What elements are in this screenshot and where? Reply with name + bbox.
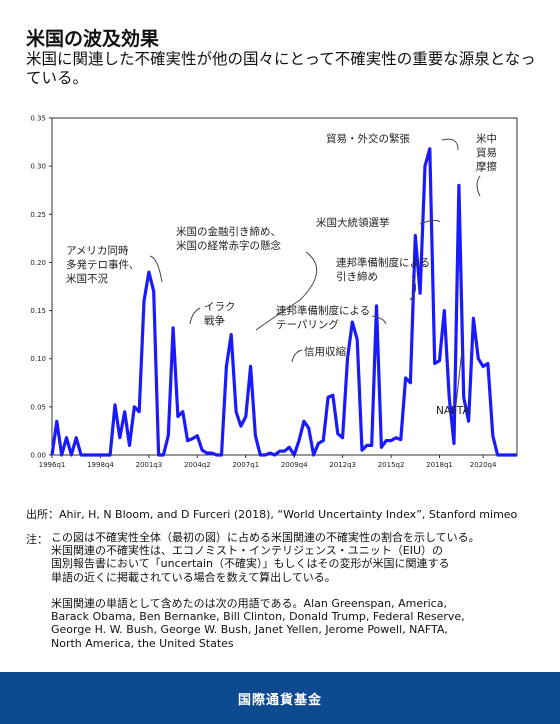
y-tick-label: 0.35 (30, 115, 46, 123)
note-line: この図は不確実性全体（最初の図）に占める米国関連の不確実性の割合を示している。 (51, 531, 480, 544)
x-tick-label: 1998q4 (87, 461, 114, 469)
annotation-leader (441, 138, 459, 151)
annotation-leader (291, 349, 303, 363)
annotation-label: 引き締め (336, 270, 378, 283)
annotation-label: 摩擦 (476, 160, 497, 173)
note-line: North America, the United States (51, 636, 234, 650)
x-tick-label: 2012q3 (329, 461, 356, 469)
x-tick-label: 2015q2 (378, 461, 405, 469)
annotation-leader (419, 219, 441, 225)
annotation-leader (455, 349, 463, 406)
y-tick-label: 0.30 (30, 163, 46, 171)
x-tick-label: 2009q4 (281, 461, 308, 469)
x-tick-label: 1996q1 (39, 461, 66, 469)
annotation-leader (149, 255, 163, 283)
note-line: George H. W. Bush, George W. Bush, Janet… (51, 623, 448, 637)
annotation-label: 米国の経常赤字の懸念 (176, 239, 281, 252)
annotation-label: 米国の金融引き締め、 (176, 225, 281, 238)
annotation-label: 多発テロ事件、 (66, 258, 140, 271)
annotation-leader (409, 275, 416, 301)
note-line: 国別報告書において「uncertain（不確実）」もしくはその変形が米国に関連す… (51, 557, 450, 571)
annotation-leader (371, 315, 387, 325)
annotation-label: テーパリング (276, 318, 339, 331)
annotation-label: 米中 (476, 132, 497, 145)
y-tick-label: 0.00 (30, 452, 46, 460)
line-chart: 0.000.050.100.150.200.250.300.35 1996q1 1… (30, 115, 518, 469)
y-tick-label: 0.10 (30, 355, 46, 363)
footer-bar: 国際通貨基金 (0, 672, 560, 724)
chart-title: 米国の波及効果 (26, 28, 160, 50)
annotation-label: 戦争 (204, 314, 225, 327)
x-tick-label: 2018q1 (426, 461, 453, 469)
x-tick-label: 2020q4 (470, 461, 497, 469)
plot-frame (51, 117, 518, 456)
y-tick-label: 0.15 (30, 307, 46, 315)
x-axis-ticks: 1996q1 1998q4 2001q3 2004q2 2007q1 2009q4 2012… (39, 455, 497, 469)
note-line: Barack Obama, Ben Bernanke, Bill Clinton… (51, 610, 465, 624)
note-line: 米国関連の単語として含めたのは次の用語である。Alan Greenspan, A… (51, 596, 447, 610)
note-label: 注： (26, 533, 48, 546)
chart-subtitle: 米国に関連した不確実性が他の国々にとって不確実性の重要な源泉となっている。 (26, 50, 536, 87)
annotation-label: NAFTA (436, 405, 470, 417)
annotation-label: 信用収縮 (304, 345, 346, 358)
annotation-label: 連邦準備制度による (336, 256, 430, 269)
annotation-label: 米国不況 (66, 272, 108, 285)
annotation-label: 連邦準備制度による (276, 304, 370, 317)
note-text: この図は不確実性全体（最初の図）に占める米国関連の不確実性の割合を示している。米… (51, 531, 480, 650)
annotation-leader (189, 307, 201, 325)
annotation-label: 貿易・外交の緊張 (326, 132, 410, 145)
annotation-label: イラク (204, 301, 236, 313)
y-tick-label: 0.05 (30, 403, 46, 411)
note-line: 単語の近くに掲載されている場合を数えて算出している。 (51, 570, 336, 584)
annotation-label: 米国大統領選挙 (316, 216, 390, 229)
x-tick-label: 2007q1 (232, 461, 259, 469)
y-tick-label: 0.25 (30, 211, 46, 219)
annotation-leader (255, 251, 318, 331)
source-citation: 出所：Ahir, H, N Bloom, and D Furceri (2018… (26, 508, 518, 521)
annotation-leader (476, 175, 481, 197)
x-tick-label: 2004q2 (184, 461, 211, 469)
x-tick-label: 2001q3 (136, 461, 163, 469)
annotation-label: アメリカ同時 (66, 245, 129, 257)
note-line: 米国関連の不確実性は、エコノミスト・インテリジェンス・ユニット（EIU）の (51, 544, 444, 558)
footer-org-name: 国際通貨基金 (237, 692, 322, 708)
y-axis-ticks: 0.00 0.05 0.10 0.15 0.20 0.25 0.30 0.35 (30, 115, 52, 460)
annotation-label: 貿易 (476, 147, 497, 159)
note-line (51, 584, 480, 597)
y-tick-label: 0.20 (30, 259, 46, 267)
series-layer (50, 147, 518, 457)
